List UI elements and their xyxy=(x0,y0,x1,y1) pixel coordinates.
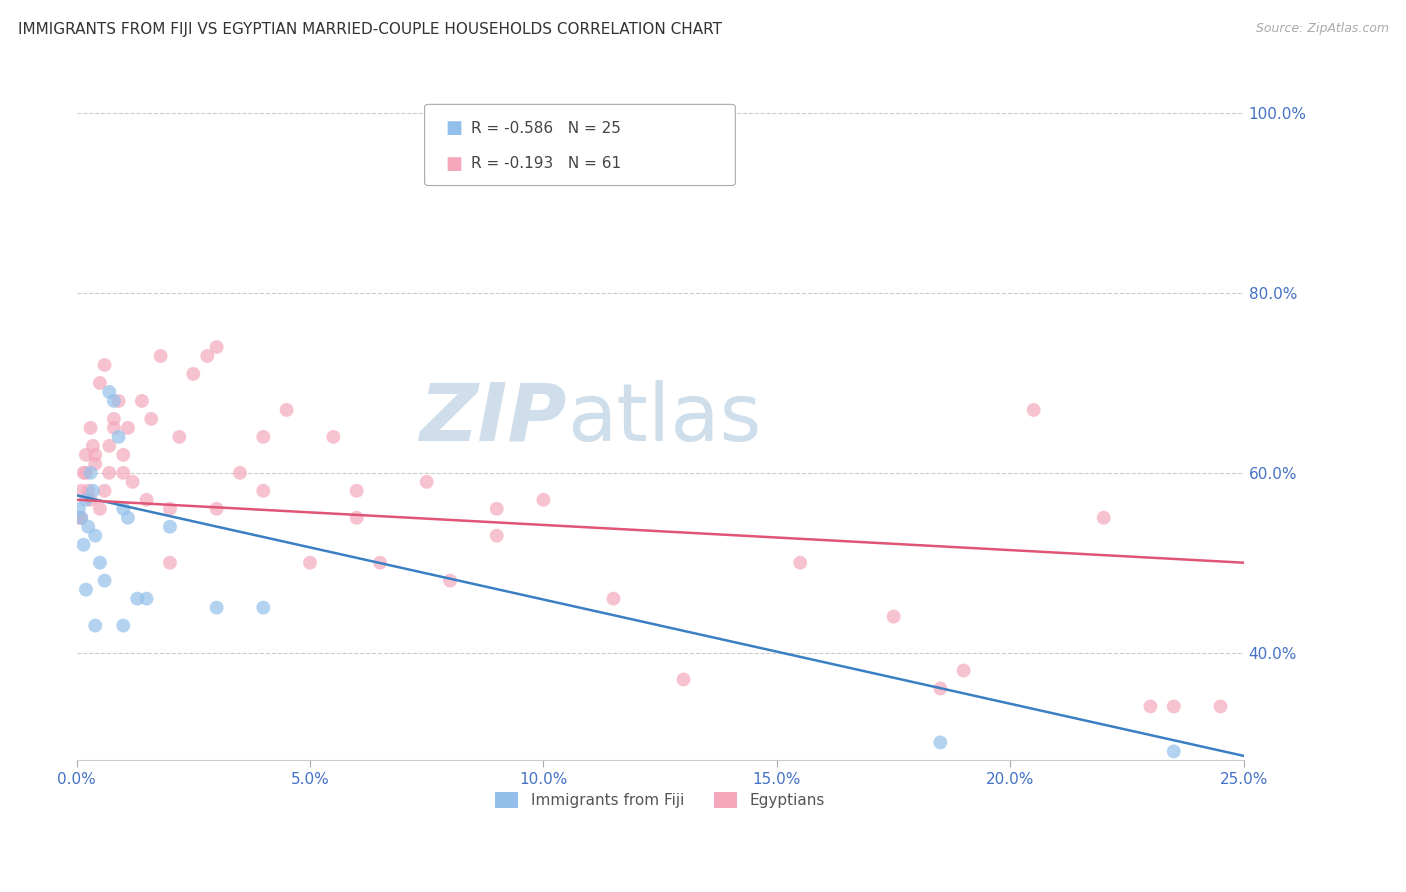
Point xyxy=(159,520,181,534)
Point xyxy=(789,556,811,570)
Point xyxy=(112,501,135,516)
Point xyxy=(75,448,97,462)
Point xyxy=(77,520,100,534)
Point xyxy=(929,681,952,696)
Point xyxy=(135,591,157,606)
Point xyxy=(67,510,90,524)
Point xyxy=(602,591,624,606)
Point xyxy=(72,538,94,552)
Point xyxy=(252,483,274,498)
Point xyxy=(169,430,191,444)
Point xyxy=(205,600,228,615)
Point xyxy=(1139,699,1161,714)
Point xyxy=(84,529,107,543)
Text: ■: ■ xyxy=(446,120,463,137)
Point xyxy=(181,367,204,381)
Point xyxy=(107,393,129,408)
Point xyxy=(205,501,228,516)
Point xyxy=(127,591,149,606)
Point xyxy=(135,492,157,507)
Point xyxy=(84,618,107,632)
Text: IMMIGRANTS FROM FIJI VS EGYPTIAN MARRIED-COUPLE HOUSEHOLDS CORRELATION CHART: IMMIGRANTS FROM FIJI VS EGYPTIAN MARRIED… xyxy=(18,22,723,37)
Text: ZIP: ZIP xyxy=(419,380,567,458)
Point xyxy=(131,393,153,408)
Point xyxy=(70,510,93,524)
Point xyxy=(883,609,905,624)
Point xyxy=(1209,699,1232,714)
Point xyxy=(205,340,228,354)
Point xyxy=(89,501,111,516)
Point xyxy=(368,556,391,570)
Point xyxy=(75,466,97,480)
Point xyxy=(121,475,143,489)
Point xyxy=(107,430,129,444)
Point xyxy=(82,483,104,498)
Point xyxy=(77,483,100,498)
Point xyxy=(89,556,111,570)
Point xyxy=(84,457,107,471)
Point xyxy=(112,448,135,462)
Text: R = -0.586   N = 25: R = -0.586 N = 25 xyxy=(471,120,621,136)
Point xyxy=(79,421,101,435)
Point xyxy=(276,403,298,417)
Text: atlas: atlas xyxy=(567,380,761,458)
Point xyxy=(98,439,121,453)
Point xyxy=(103,393,125,408)
Point xyxy=(112,466,135,480)
Point xyxy=(93,358,115,372)
Text: Source: ZipAtlas.com: Source: ZipAtlas.com xyxy=(1256,22,1389,36)
Text: R = -0.193   N = 61: R = -0.193 N = 61 xyxy=(471,156,621,171)
Point xyxy=(117,510,139,524)
Point xyxy=(75,492,97,507)
Point xyxy=(112,618,135,632)
Point xyxy=(1163,744,1185,758)
Point xyxy=(159,556,181,570)
Point xyxy=(79,466,101,480)
Point xyxy=(485,501,508,516)
Point xyxy=(141,412,163,426)
Point xyxy=(70,510,93,524)
Point xyxy=(89,376,111,390)
Point xyxy=(75,582,97,597)
Point xyxy=(93,574,115,588)
Point xyxy=(67,501,90,516)
Point xyxy=(533,492,555,507)
Point xyxy=(485,529,508,543)
Point xyxy=(159,501,181,516)
Point xyxy=(82,439,104,453)
Point xyxy=(117,421,139,435)
Point xyxy=(298,556,321,570)
Point xyxy=(79,492,101,507)
Point xyxy=(672,673,695,687)
Point xyxy=(93,483,115,498)
Point xyxy=(346,483,368,498)
Point xyxy=(98,466,121,480)
Legend: Immigrants from Fiji, Egyptians: Immigrants from Fiji, Egyptians xyxy=(489,786,831,814)
Text: ■: ■ xyxy=(446,155,463,173)
Point xyxy=(98,384,121,399)
Point xyxy=(252,600,274,615)
Point xyxy=(322,430,344,444)
Point xyxy=(346,510,368,524)
Point xyxy=(84,448,107,462)
Point xyxy=(952,664,974,678)
Point xyxy=(195,349,218,363)
Point xyxy=(252,430,274,444)
Point xyxy=(229,466,252,480)
Point xyxy=(149,349,172,363)
Point xyxy=(103,412,125,426)
Point xyxy=(1092,510,1115,524)
Point xyxy=(72,466,94,480)
Point xyxy=(416,475,439,489)
Point xyxy=(929,735,952,749)
Point xyxy=(70,483,93,498)
Point xyxy=(103,421,125,435)
Point xyxy=(1022,403,1045,417)
Point xyxy=(439,574,461,588)
Point xyxy=(1163,699,1185,714)
